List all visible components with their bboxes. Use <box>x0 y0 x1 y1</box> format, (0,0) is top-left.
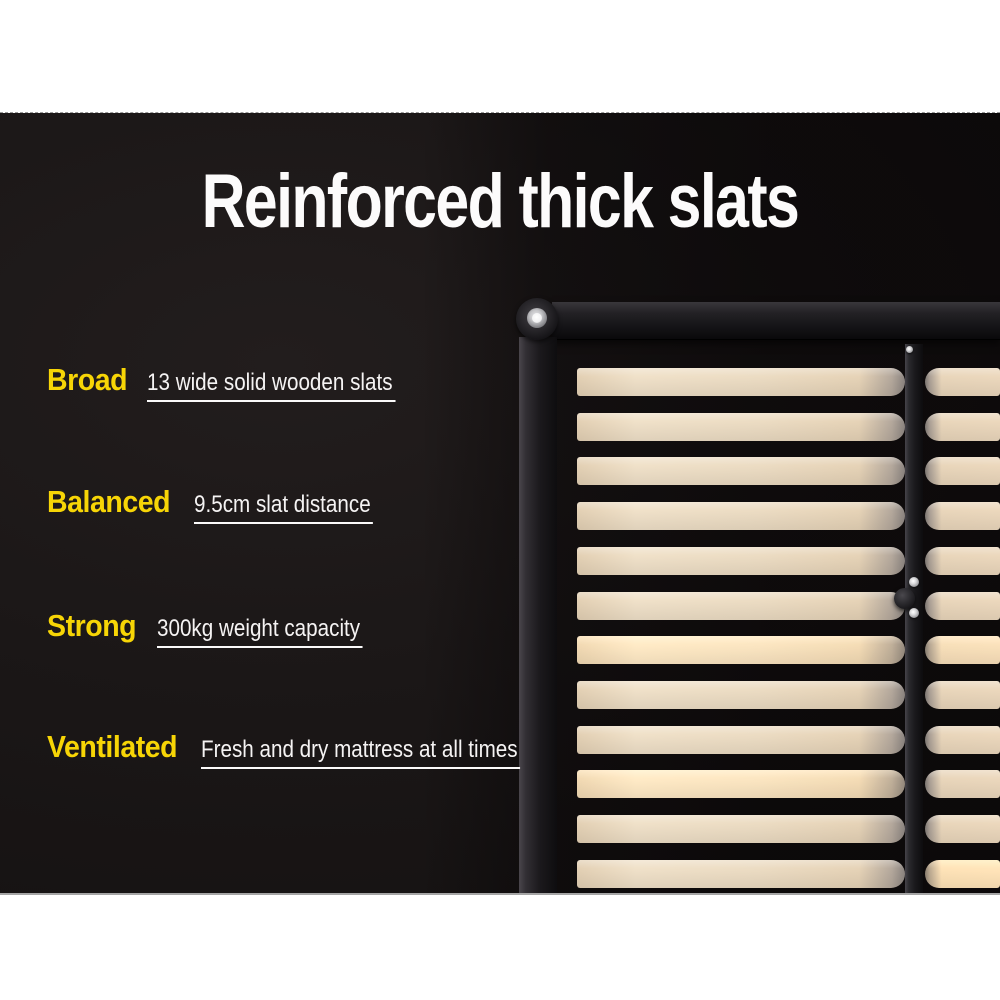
slat-row <box>577 681 1000 710</box>
wood-slat-right <box>925 815 1000 844</box>
feature-row-strong: Strong 300kg weight capacity <box>47 608 396 648</box>
knob-metal-ring <box>527 308 547 328</box>
slat-row <box>577 859 1000 888</box>
bed-frame-center-rail <box>905 344 923 893</box>
wood-slat-right <box>925 770 1000 799</box>
slat-row <box>577 591 1000 620</box>
feature-description: Fresh and dry mattress at all times <box>201 736 521 769</box>
wood-slat-right <box>925 412 1000 441</box>
feature-row-broad: Broad 13 wide solid wooden slats <box>47 362 436 402</box>
wood-slat-left <box>577 636 905 665</box>
top-white-band <box>0 0 1000 113</box>
wood-slat-left <box>577 368 905 396</box>
feature-label: Ventilated <box>47 729 178 764</box>
wood-slat-right <box>925 457 1000 486</box>
wood-slat-left <box>577 725 905 754</box>
wood-slat-right <box>925 859 1000 888</box>
page-title-wrap: Reinforced thick slats <box>0 164 1000 240</box>
wood-slat-left <box>577 681 905 710</box>
wood-slat-left <box>577 457 905 486</box>
slat-row <box>577 770 1000 799</box>
wood-slat-right <box>925 502 1000 531</box>
feature-description: 13 wide solid wooden slats <box>147 369 396 402</box>
slat-row <box>577 368 1000 396</box>
wood-slat-right <box>925 368 1000 396</box>
slats <box>577 368 1000 888</box>
bed-frame-top-rail <box>552 302 1000 340</box>
wood-slat-left <box>577 412 905 441</box>
wood-slat-right <box>925 681 1000 710</box>
slat-row <box>577 412 1000 441</box>
wood-slat-right <box>925 636 1000 665</box>
bottom-white-band <box>0 893 1000 1000</box>
slat-row <box>577 546 1000 575</box>
slat-row <box>577 636 1000 665</box>
bed-frame-left-post <box>519 337 557 893</box>
feature-description: 9.5cm slat distance <box>193 491 374 524</box>
feature-row-ventilated: Ventilated Fresh and dry mattress at all… <box>47 729 573 769</box>
wood-slat-left <box>577 502 905 531</box>
feature-description: 300kg weight capacity <box>156 615 363 648</box>
slat-row <box>577 457 1000 486</box>
wood-slat-right <box>925 725 1000 754</box>
dark-background: Reinforced thick slats Broad 13 wide sol… <box>0 113 1000 893</box>
rail-knob <box>894 588 915 609</box>
wood-slat-left <box>577 770 905 799</box>
feature-label: Balanced <box>47 484 171 519</box>
slat-row <box>577 725 1000 754</box>
knob-center-dot <box>532 313 542 323</box>
screw-icon <box>906 346 913 353</box>
feature-row-balanced: Balanced 9.5cm slat distance <box>47 484 402 524</box>
slat-row <box>577 502 1000 531</box>
screw-icon <box>909 577 919 587</box>
page-title: Reinforced thick slats <box>201 159 800 244</box>
corner-caster-knob <box>516 298 558 340</box>
wood-slat-left <box>577 591 905 620</box>
slat-row <box>577 815 1000 844</box>
wood-slat-left <box>577 815 905 844</box>
wood-slat-right <box>925 591 1000 620</box>
wood-slat-left <box>577 859 905 888</box>
feature-label: Broad <box>47 362 128 397</box>
wood-slat-right <box>925 546 1000 575</box>
feature-label: Strong <box>47 608 137 643</box>
wood-slat-left <box>577 546 905 575</box>
screw-icon <box>909 608 919 618</box>
